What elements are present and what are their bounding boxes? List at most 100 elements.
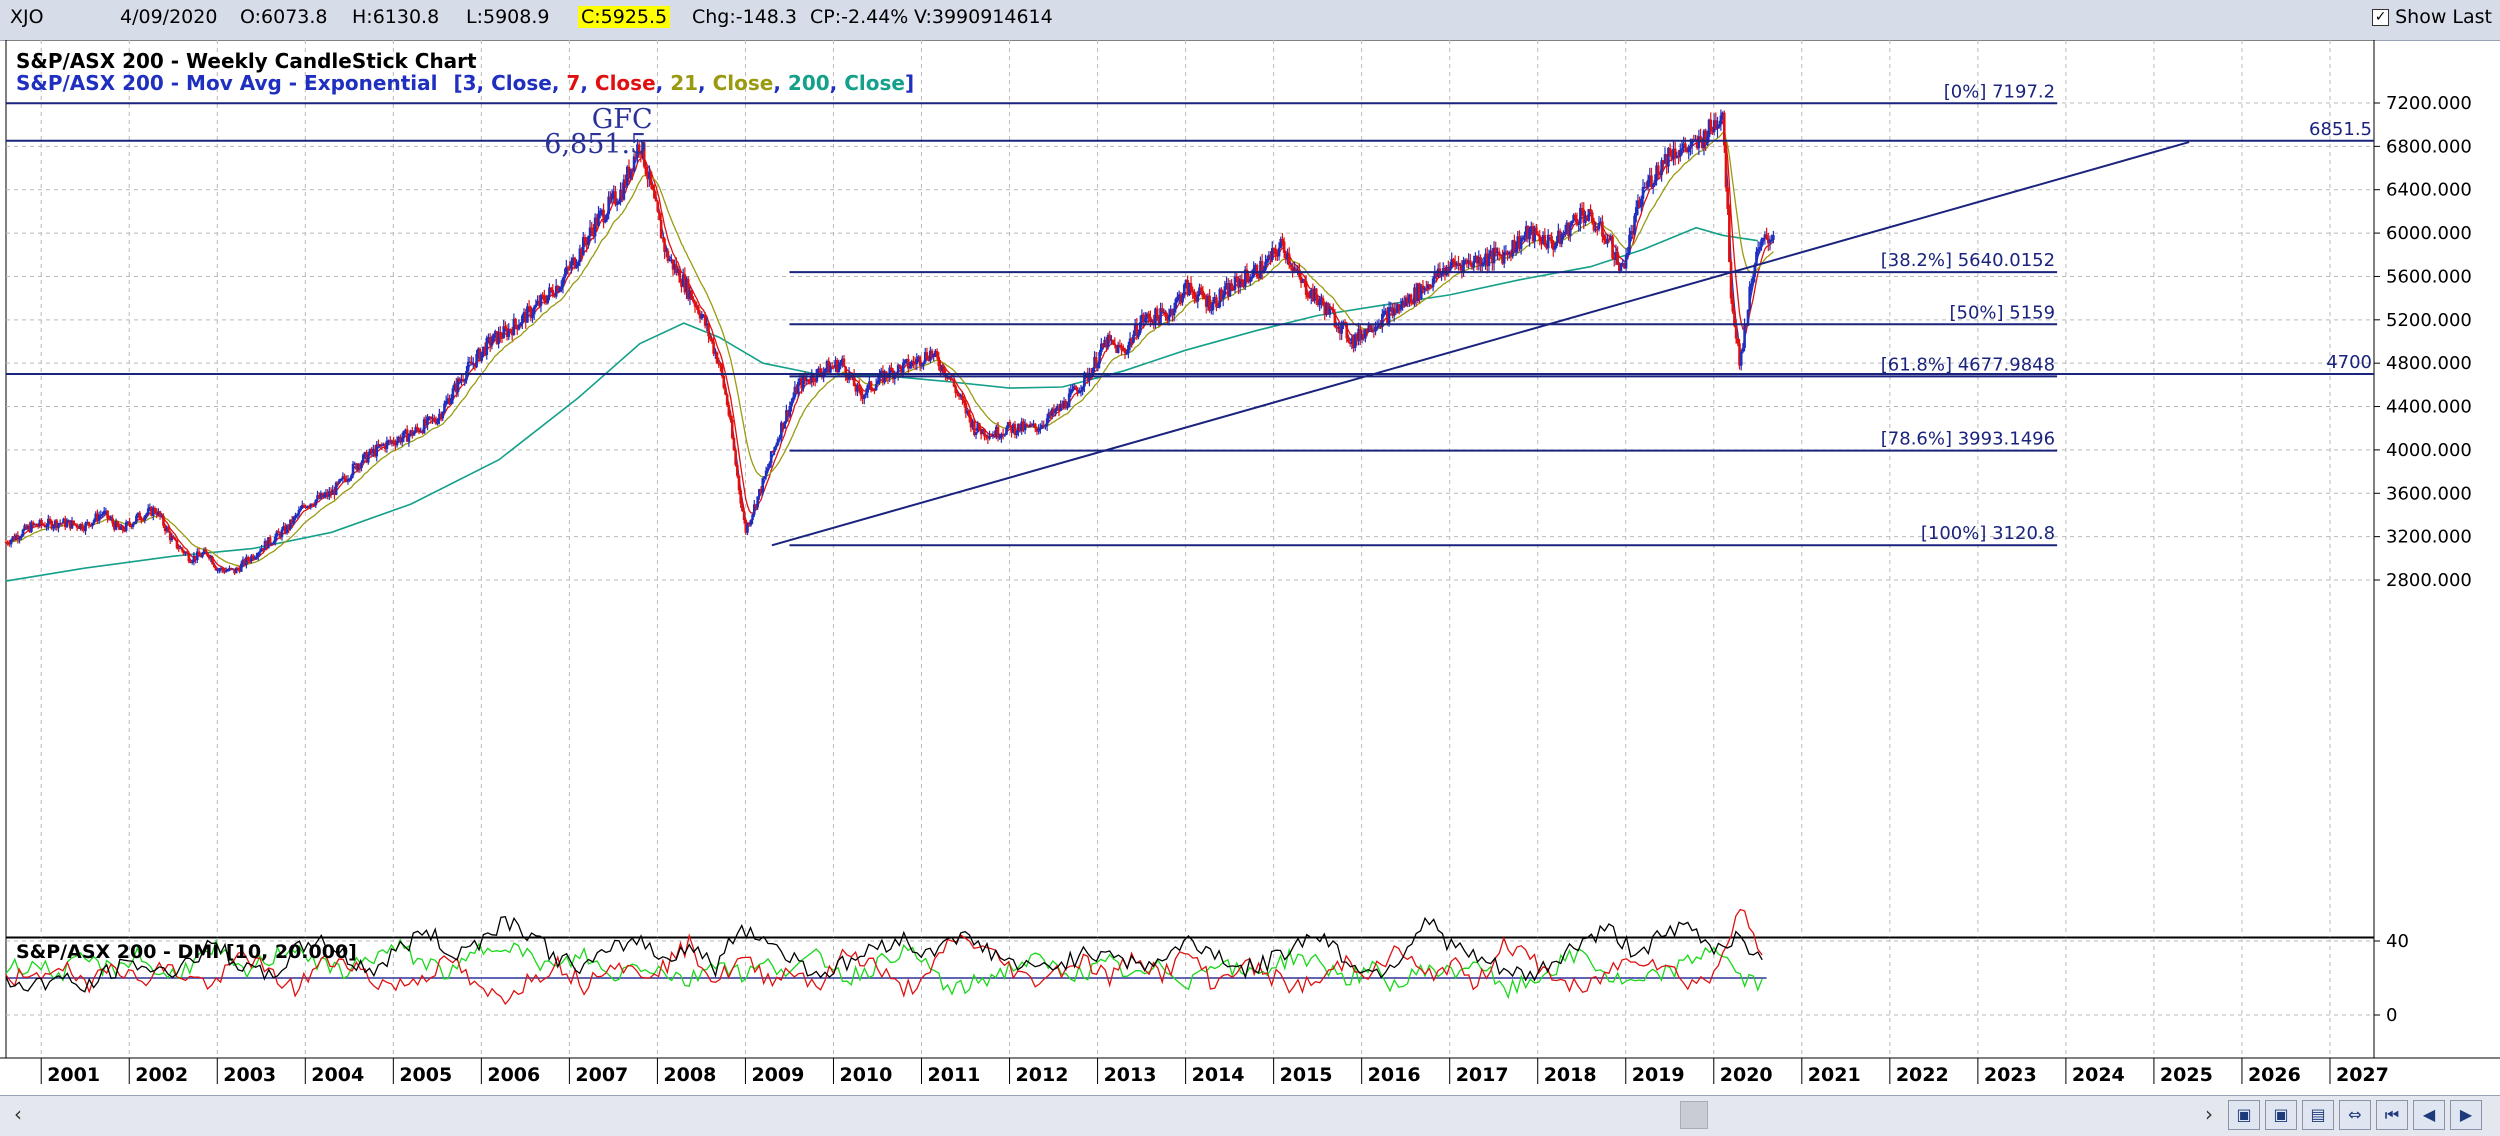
- candle-body: [1336, 327, 1340, 329]
- candle-body: [28, 525, 32, 532]
- candle-body: [565, 266, 568, 274]
- candle-body: [33, 523, 37, 525]
- candle-body: [570, 261, 573, 269]
- scroll-thumb[interactable]: [1680, 1101, 1708, 1129]
- candle-body: [1054, 409, 1057, 414]
- candle-body: [1496, 251, 1499, 253]
- ma-legend-period: 200: [788, 71, 830, 95]
- candle-body: [1419, 285, 1423, 299]
- candle-body: [356, 464, 360, 470]
- show-last-toggle[interactable]: ✓ Show Last: [2372, 6, 2492, 28]
- candle-body: [1069, 389, 1073, 394]
- candle-body: [26, 525, 30, 530]
- candle-body: [87, 521, 91, 525]
- candle-body: [1140, 314, 1144, 323]
- candle-body: [118, 526, 121, 530]
- show-last-checkbox[interactable]: ✓: [2372, 8, 2390, 26]
- candle-body: [128, 521, 131, 525]
- candle-body: [1704, 130, 1707, 145]
- candle-body: [1250, 276, 1254, 279]
- candle-body: [311, 503, 314, 505]
- candle-body: [504, 326, 507, 329]
- candle-body: [300, 505, 304, 509]
- candle-body: [637, 144, 641, 152]
- candle-body: [414, 427, 417, 432]
- candle-body: [383, 444, 387, 449]
- candle-body: [861, 395, 864, 400]
- candle-body: [475, 353, 478, 367]
- candle-body: [57, 523, 60, 529]
- candle-body: [45, 526, 48, 528]
- candle-body: [292, 516, 296, 525]
- candle-body: [808, 382, 812, 384]
- candle-body: [385, 440, 389, 449]
- candle-body: [1640, 198, 1643, 208]
- candle-body: [1677, 156, 1680, 158]
- candle-body: [6, 542, 9, 544]
- x-tick-label: 2011: [928, 1064, 981, 1086]
- x-tick-label: 2024: [2072, 1064, 2125, 1086]
- candle-body: [536, 300, 539, 305]
- candle-body: [1425, 287, 1428, 289]
- candle-body: [1186, 280, 1189, 295]
- price-tick-label: 3600.000: [2386, 483, 2472, 504]
- candle-body: [421, 430, 424, 434]
- candle-body: [113, 523, 116, 530]
- candle-body: [41, 524, 45, 526]
- candle-body: [290, 519, 294, 525]
- candle-body: [155, 512, 158, 516]
- candle-body: [74, 524, 77, 526]
- candle-body: [930, 350, 934, 357]
- pan-both-icon[interactable]: ⇔: [2339, 1100, 2371, 1130]
- candle-body: [1739, 351, 1743, 366]
- candle-body: [50, 520, 54, 529]
- candle-body: [620, 189, 624, 200]
- candle-body: [1142, 314, 1145, 323]
- candle-body: [1062, 400, 1066, 408]
- candle-body: [1345, 324, 1349, 339]
- candle-body: [937, 357, 941, 367]
- go-first-icon[interactable]: ⏮: [2376, 1100, 2408, 1130]
- candle-body: [1232, 289, 1235, 291]
- chart-area[interactable]: 7200.000 6800.000 6400.000 6000.000 5600.000…: [0, 40, 2500, 1095]
- candle-body: [439, 413, 443, 419]
- candle-body: [1744, 325, 1748, 327]
- candle-body: [1748, 286, 1751, 310]
- candle-body: [75, 524, 79, 528]
- candle-body: [566, 266, 570, 268]
- candle-body: [390, 440, 394, 443]
- x-tick-label: 2015: [1280, 1064, 1333, 1086]
- candle-body: [263, 540, 267, 550]
- candle-body: [553, 295, 556, 297]
- candle-body: [206, 551, 209, 556]
- fit-icon[interactable]: ▤: [2302, 1100, 2334, 1130]
- fib-level-label: [0%] 7197.2: [1944, 81, 2055, 102]
- scroll-right-arrow[interactable]: ›: [2205, 1102, 2213, 1126]
- zoom-out-icon[interactable]: ▣: [2228, 1100, 2260, 1130]
- scroll-bar[interactable]: ‹ › ▣ ▣ ▤ ⇔ ⏮ ◀ ▶: [0, 1095, 2500, 1136]
- candle-body: [912, 361, 915, 363]
- candle-body: [240, 563, 243, 572]
- candle-body: [531, 314, 534, 318]
- step-back-icon[interactable]: ◀: [2413, 1100, 2445, 1130]
- candle-body: [351, 463, 355, 476]
- step-forward-icon[interactable]: ▶: [2450, 1100, 2482, 1130]
- candle-body: [1485, 253, 1489, 267]
- scroll-left-arrow[interactable]: ‹: [14, 1102, 22, 1126]
- candle-body: [1562, 233, 1565, 235]
- candle-body: [96, 513, 99, 521]
- candle-body: [1636, 200, 1640, 208]
- candle-body: [404, 429, 407, 431]
- candle-body: [1668, 148, 1672, 156]
- ma-legend-sep: ,: [656, 71, 671, 95]
- candle-body: [559, 286, 563, 289]
- candle-body: [119, 525, 123, 530]
- fib-level-label: [61.8%] 4677.9848: [1881, 354, 2055, 375]
- zoom-in-icon[interactable]: ▣: [2265, 1100, 2297, 1130]
- candle-body: [14, 535, 18, 540]
- candle-body: [920, 364, 924, 366]
- candle-body: [1565, 222, 1569, 232]
- candle-body: [969, 417, 973, 428]
- candle-body: [1596, 229, 1599, 231]
- candle-body: [214, 566, 218, 571]
